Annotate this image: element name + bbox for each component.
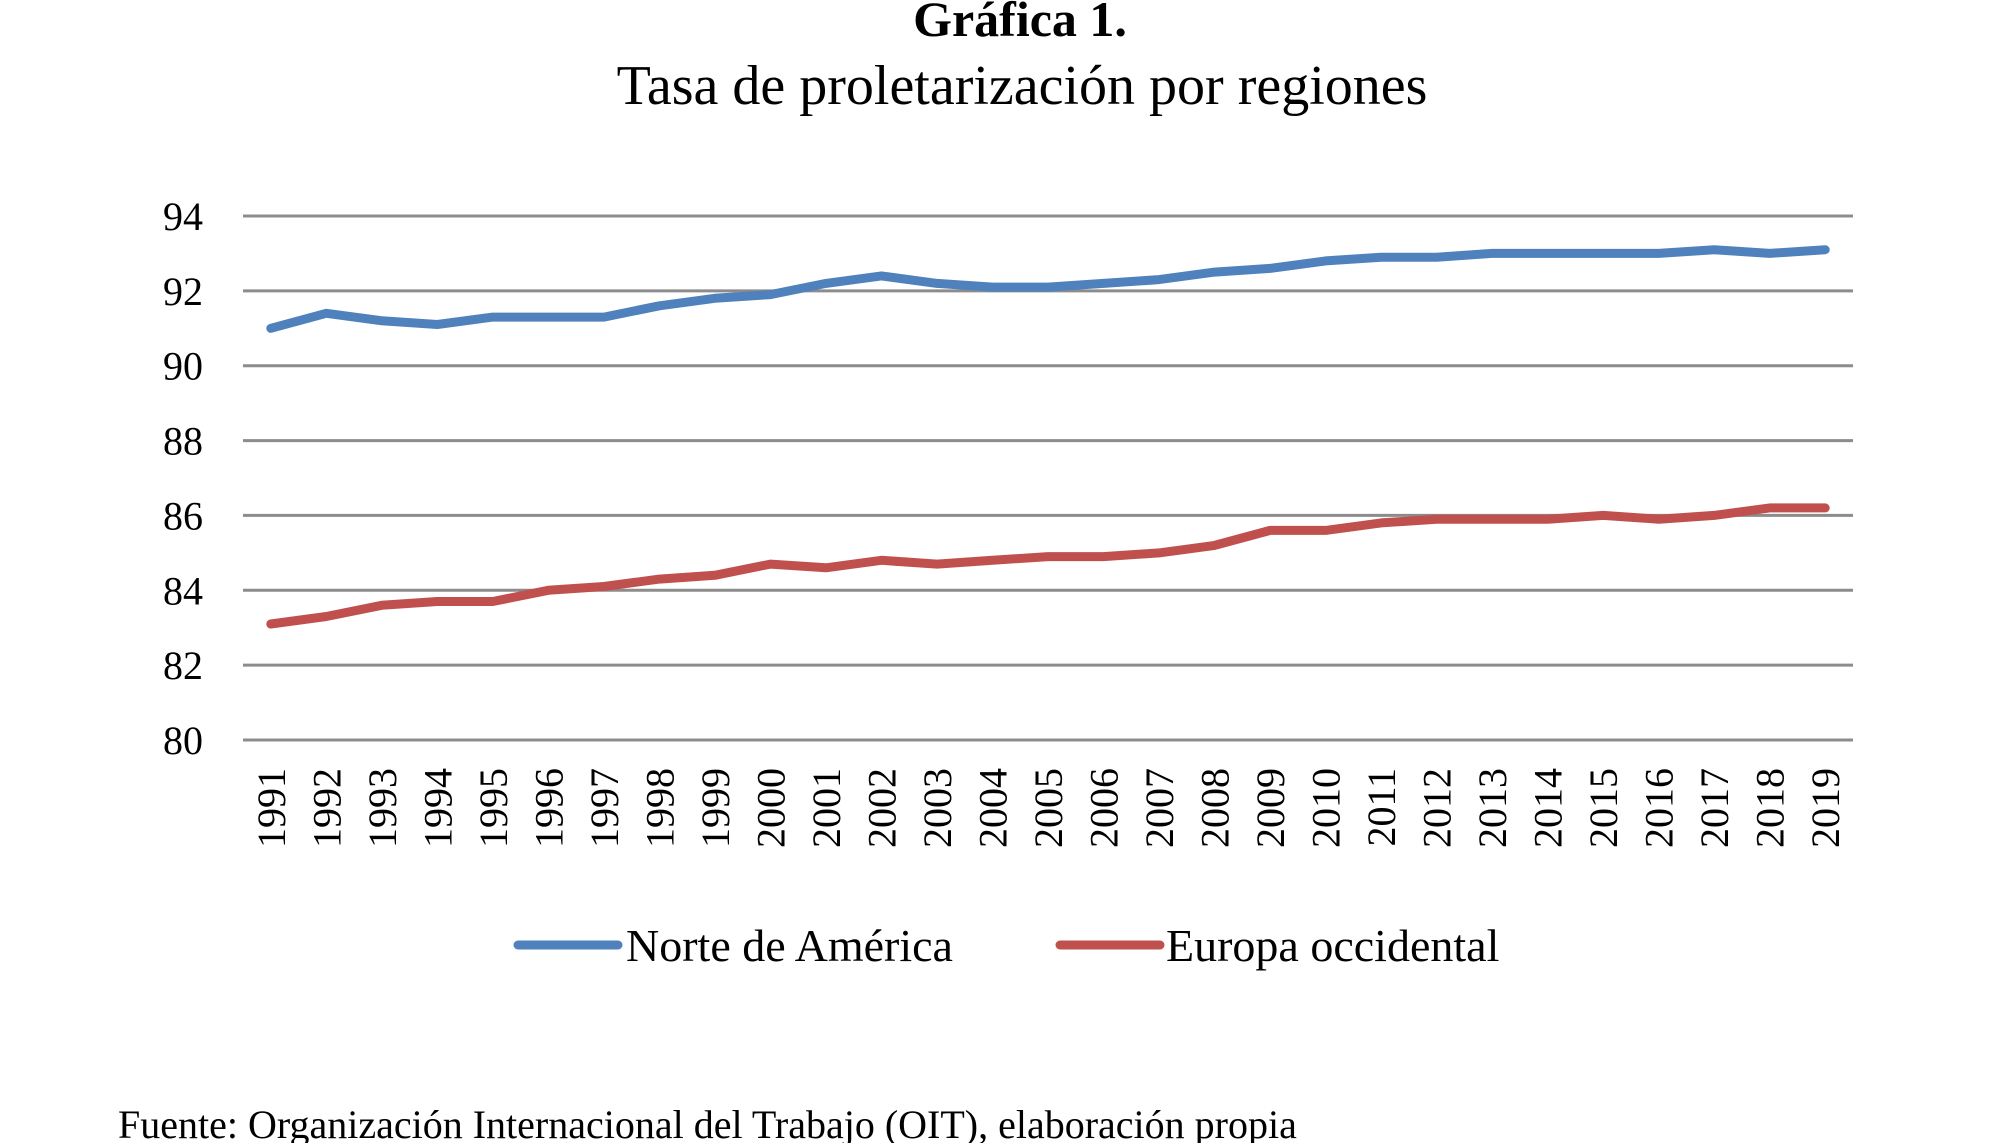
- x-tick-label: 1992: [304, 768, 349, 848]
- x-tick-label: 2011: [1359, 768, 1404, 847]
- x-tick-label: 2012: [1415, 768, 1460, 848]
- x-axis-tick-labels: 1991 1992 1993 1994 1995 1996 1997 1998 1999 2000…: [249, 768, 1848, 848]
- y-axis-tick-labels: 94 92 90 88 86 84 82 80: [163, 194, 203, 763]
- y-tick-label: 82: [163, 643, 203, 688]
- legend: Norte de América Europa occidental: [513, 920, 1499, 971]
- x-tick-label: 2016: [1637, 768, 1682, 848]
- x-tick-label: 2002: [859, 768, 904, 848]
- x-tick-label: 2010: [1304, 768, 1349, 848]
- x-tick-label: 2015: [1581, 768, 1626, 848]
- y-tick-label: 80: [163, 718, 203, 763]
- y-tick-label: 92: [163, 269, 203, 314]
- x-tick-label: 1999: [693, 768, 738, 848]
- x-tick-label: 2001: [804, 768, 849, 848]
- x-tick-label: 1993: [360, 768, 405, 848]
- legend-label-europa-occidental: Europa occidental: [1166, 920, 1499, 971]
- x-tick-label: 2007: [1137, 768, 1182, 848]
- x-tick-label: 1997: [582, 768, 627, 848]
- y-tick-label: 86: [163, 493, 203, 538]
- y-tick-label: 94: [163, 194, 203, 239]
- gridlines: [243, 214, 1853, 742]
- x-tick-label: 2008: [1193, 768, 1238, 848]
- x-tick-label: 2013: [1470, 768, 1515, 848]
- y-tick-label: 88: [163, 419, 203, 464]
- chart-subtitle: Tasa de proletarización por regiones: [617, 55, 1428, 117]
- series-line-norte-de-am-rica: [266, 245, 1830, 333]
- x-tick-label: 2005: [1026, 768, 1071, 848]
- x-tick-label: 1998: [637, 768, 682, 848]
- x-tick-label: 2017: [1692, 768, 1737, 848]
- x-tick-label: 1996: [526, 768, 571, 848]
- x-tick-label: 1994: [415, 768, 460, 848]
- x-tick-label: 2019: [1803, 768, 1848, 848]
- x-tick-label: 1995: [471, 768, 516, 848]
- series-line-europa-occidental: [266, 503, 1830, 629]
- source-note: Fuente: Organización Internacional del T…: [118, 1102, 1297, 1143]
- x-tick-label: 2000: [748, 768, 793, 848]
- x-tick-label: 2003: [915, 768, 960, 848]
- chart-title: Gráfica 1.: [913, 0, 1127, 47]
- x-tick-label: 2018: [1748, 768, 1793, 848]
- x-tick-label: 2004: [970, 768, 1015, 848]
- x-tick-label: 1991: [249, 768, 294, 848]
- y-tick-label: 84: [163, 568, 203, 613]
- y-tick-label: 90: [163, 344, 203, 389]
- x-tick-label: 2014: [1526, 768, 1571, 848]
- legend-label-norte-de-america: Norte de América: [626, 920, 953, 971]
- series-lines: [266, 245, 1830, 629]
- x-tick-label: 2009: [1248, 768, 1293, 848]
- x-tick-label: 2006: [1082, 768, 1127, 848]
